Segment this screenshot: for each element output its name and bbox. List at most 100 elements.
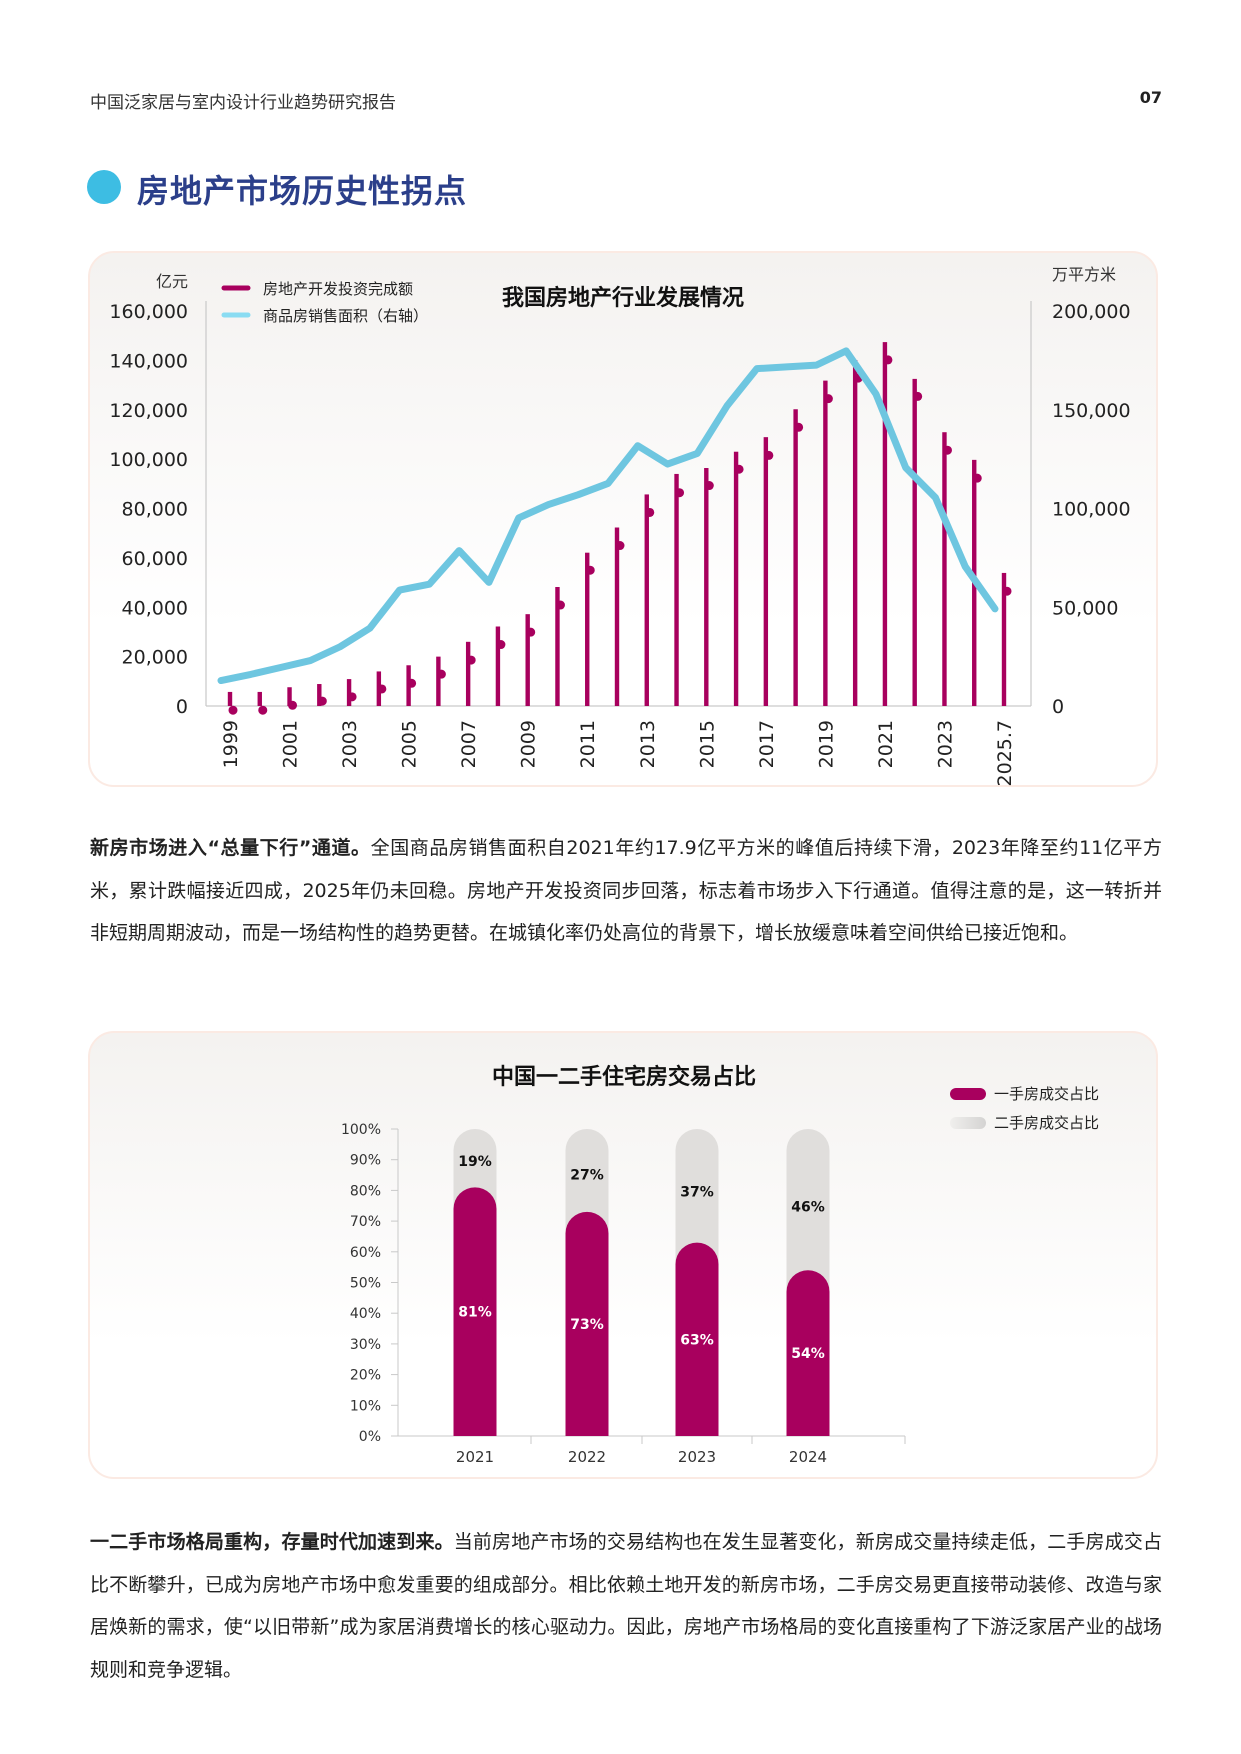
report-title: 中国泛家居与室内设计行业趋势研究报告 bbox=[90, 93, 396, 113]
x-tick-label: 2005 bbox=[399, 720, 421, 768]
firsthand-value-label: 63% bbox=[680, 1332, 714, 1348]
firsthand-value-label: 54% bbox=[791, 1346, 825, 1362]
x-tick-label: 2021 bbox=[875, 720, 897, 768]
left-tick-label: 100,000 bbox=[109, 449, 188, 471]
housing-transaction-share-chart-card bbox=[88, 1031, 1158, 1479]
firsthand-bar-2023 bbox=[675, 1242, 719, 1436]
x-tick-label: 2015 bbox=[696, 720, 718, 768]
x-tick-label: 2021 bbox=[456, 1448, 494, 1466]
section-title: 房地产市场历史性拐点 bbox=[137, 172, 468, 210]
paragraph-secondhand-market: 一二手市场格局重构，存量时代加速到来。当前房地产市场的交易结构也在发生显著变化，… bbox=[90, 1521, 1162, 1691]
section-bullet-icon bbox=[87, 170, 121, 204]
investment-marker-2014 bbox=[675, 488, 685, 498]
x-tick-label: 2007 bbox=[458, 720, 480, 768]
right-tick-label: 0 bbox=[1052, 696, 1064, 718]
legend-firsthand-label: 一手房成交占比 bbox=[994, 1085, 1099, 1103]
investment-bar-2013 bbox=[644, 494, 649, 706]
investment-marker-2012 bbox=[615, 541, 625, 551]
investment-bar-2009 bbox=[525, 614, 530, 706]
right-tick-label: 100,000 bbox=[1052, 499, 1131, 521]
investment-marker-2019 bbox=[823, 394, 833, 404]
investment-bar-2012 bbox=[614, 527, 620, 706]
y-tick-label: 80% bbox=[350, 1183, 381, 1199]
chart1-title: 我国房地产行业发展情况 bbox=[502, 285, 744, 311]
left-tick-label: 140,000 bbox=[109, 350, 188, 372]
investment-marker-2023 bbox=[942, 445, 952, 455]
y-tick-label: 20% bbox=[350, 1368, 381, 1384]
page-number: 07 bbox=[1139, 88, 1162, 107]
y-tick-label: 30% bbox=[350, 1337, 381, 1353]
left-axis-unit: 亿元 bbox=[156, 272, 188, 291]
investment-bar-2010 bbox=[555, 587, 560, 706]
legend-secondhand-swatch bbox=[950, 1117, 986, 1129]
investment-bar-2008 bbox=[495, 626, 501, 706]
investment-marker-2024 bbox=[972, 473, 982, 483]
x-tick-label: 1999 bbox=[220, 720, 242, 768]
investment-bar-2003 bbox=[346, 679, 352, 706]
left-tick-label: 40,000 bbox=[122, 597, 188, 619]
investment-marker-2025.7 bbox=[1002, 586, 1012, 596]
left-tick-label: 120,000 bbox=[109, 400, 188, 422]
investment-bar-2011 bbox=[585, 552, 590, 706]
x-tick-label: 2025.7 bbox=[994, 720, 1016, 786]
investment-bar-1999 bbox=[227, 691, 233, 706]
investment-marker-2009 bbox=[526, 627, 536, 637]
x-tick-label: 2024 bbox=[789, 1448, 827, 1466]
investment-bar-2025.7 bbox=[1001, 572, 1007, 706]
y-tick-label: 70% bbox=[350, 1214, 381, 1230]
y-tick-label: 100% bbox=[341, 1122, 381, 1138]
investment-marker-2004 bbox=[377, 684, 387, 694]
legend-secondhand-label: 二手房成交占比 bbox=[994, 1114, 1099, 1132]
firsthand-bar-2022 bbox=[565, 1211, 609, 1436]
right-tick-label: 50,000 bbox=[1052, 597, 1118, 619]
investment-marker-2000 bbox=[258, 705, 268, 715]
right-axis-unit: 万平方米 bbox=[1052, 265, 1116, 284]
investment-marker-1999 bbox=[228, 705, 238, 715]
x-tick-label: 2023 bbox=[934, 720, 956, 768]
sales-area-line bbox=[217, 347, 999, 685]
x-tick-label: 2023 bbox=[678, 1448, 716, 1466]
investment-marker-2022 bbox=[913, 391, 923, 401]
x-tick-label: 2022 bbox=[568, 1448, 606, 1466]
right-tick-label: 200,000 bbox=[1052, 301, 1131, 323]
y-tick-label: 10% bbox=[350, 1398, 381, 1414]
investment-bar-2015 bbox=[704, 468, 709, 706]
left-tick-label: 0 bbox=[176, 696, 188, 718]
y-tick-label: 90% bbox=[350, 1153, 381, 1169]
investment-marker-2016 bbox=[734, 464, 744, 474]
x-tick-label: 2009 bbox=[518, 720, 540, 768]
x-tick-label: 2011 bbox=[577, 720, 599, 768]
firsthand-value-label: 81% bbox=[458, 1305, 492, 1321]
left-tick-label: 60,000 bbox=[122, 548, 188, 570]
y-tick-label: 40% bbox=[350, 1306, 381, 1322]
investment-bar-2023 bbox=[942, 432, 947, 706]
paragraph-body: 全国商品房销售面积自2021年约17.9亿平方米的峰值后持续下滑，2023年降至… bbox=[90, 837, 1162, 944]
right-tick-label: 150,000 bbox=[1052, 400, 1131, 422]
paragraph-body: 当前房地产市场的交易结构也在发生显著变化，新房成交量持续走低，二手房成交占比不断… bbox=[90, 1531, 1162, 1681]
paragraph-lead: 一二手市场格局重构，存量时代加速到来。 bbox=[90, 1531, 454, 1553]
investment-marker-2018 bbox=[794, 422, 804, 432]
investment-bar-2001 bbox=[287, 687, 292, 706]
investment-bar-2019 bbox=[823, 380, 828, 706]
left-tick-label: 80,000 bbox=[122, 499, 188, 521]
investment-bar-2006 bbox=[436, 656, 441, 706]
investment-marker-2007 bbox=[466, 655, 476, 665]
investment-bar-2014 bbox=[674, 473, 679, 706]
firsthand-bar-2021 bbox=[453, 1187, 497, 1436]
left-tick-label: 20,000 bbox=[122, 647, 188, 669]
y-tick-label: 50% bbox=[350, 1276, 381, 1292]
investment-bar-2021 bbox=[882, 342, 888, 706]
secondhand-value-label: 37% bbox=[680, 1184, 714, 1200]
investment-bar-2017 bbox=[763, 437, 769, 706]
investment-marker-2011 bbox=[585, 565, 595, 575]
secondhand-value-label: 27% bbox=[570, 1168, 604, 1184]
left-tick-label: 160,000 bbox=[109, 301, 188, 323]
investment-marker-2017 bbox=[764, 450, 774, 460]
investment-bar-2022 bbox=[912, 378, 917, 706]
investment-marker-2001 bbox=[288, 700, 298, 710]
investment-marker-2005 bbox=[407, 678, 417, 688]
investment-marker-2013 bbox=[645, 507, 655, 517]
chart2-title: 中国一二手住宅房交易占比 bbox=[492, 1064, 756, 1090]
y-tick-label: 60% bbox=[350, 1245, 381, 1261]
